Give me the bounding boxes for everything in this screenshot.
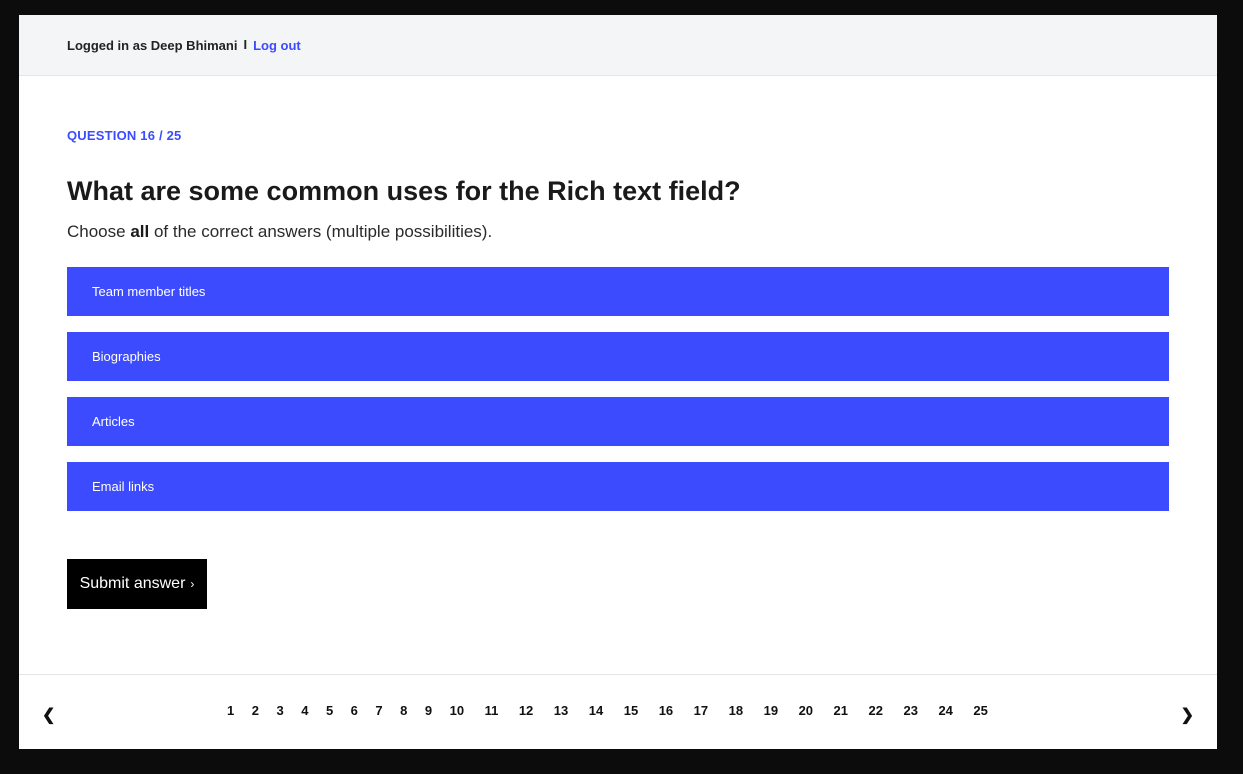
page-link[interactable]: 1 — [227, 703, 235, 718]
page-link[interactable]: 16 — [658, 703, 674, 718]
question-instruction: Choose all of the correct answers (multi… — [67, 222, 1169, 242]
submit-label: Submit answer — [79, 575, 186, 592]
question-content: QUESTION 16 / 25 What are some common us… — [19, 128, 1217, 609]
page-link[interactable]: 24 — [938, 703, 953, 718]
chevron-right-icon: › — [190, 577, 195, 591]
instruction-suffix: of the correct answers (multiple possibi… — [149, 222, 493, 241]
instruction-prefix: Choose — [67, 222, 131, 241]
page-link[interactable]: 14 — [588, 703, 604, 718]
page-link[interactable]: 8 — [400, 703, 408, 718]
page-link[interactable]: 12 — [518, 703, 534, 718]
question-counter: QUESTION 16 / 25 — [67, 128, 182, 143]
page-link[interactable]: 6 — [350, 703, 358, 718]
page-link[interactable]: 23 — [903, 703, 918, 718]
page-link[interactable]: 11 — [484, 703, 499, 718]
instruction-bold: all — [130, 222, 150, 241]
answer-options: Team member titles Biographies Articles … — [67, 267, 1169, 511]
page-link[interactable]: 22 — [868, 703, 883, 718]
prev-page-icon[interactable]: ❮ — [42, 707, 56, 724]
page-link[interactable]: 13 — [553, 703, 569, 718]
page-link[interactable]: 3 — [276, 703, 284, 718]
page-link[interactable]: 4 — [301, 703, 309, 718]
answer-option[interactable]: Articles — [67, 397, 1169, 446]
page-link[interactable]: 18 — [728, 703, 744, 718]
next-page-icon[interactable]: ❯ — [1180, 707, 1194, 724]
answer-option-label: Email links — [92, 479, 155, 494]
page-link[interactable]: 7 — [375, 703, 383, 718]
separator: I — [243, 36, 248, 52]
question-title: What are some common uses for the Rich t… — [67, 176, 741, 206]
answer-option[interactable]: Email links — [67, 462, 1169, 511]
page-link[interactable]: 15 — [623, 703, 639, 718]
answer-option-label: Articles — [92, 414, 135, 429]
page-link[interactable]: 2 — [251, 703, 259, 718]
page-link[interactable]: 10 — [449, 703, 465, 718]
page-link[interactable]: 21 — [833, 703, 849, 718]
answer-option-label: Biographies — [92, 349, 161, 364]
answer-option-label: Team member titles — [92, 284, 206, 299]
page-link[interactable]: 9 — [424, 703, 433, 718]
logged-in-text: Logged in as Deep Bhimani — [67, 37, 238, 53]
top-bar: Logged in as Deep Bhimani I Log out — [19, 15, 1217, 76]
answer-option[interactable]: Team member titles — [67, 267, 1169, 316]
answer-option[interactable]: Biographies — [67, 332, 1169, 381]
page-link[interactable]: 20 — [798, 703, 814, 718]
page-link[interactable]: 19 — [763, 703, 779, 718]
page-numbers: 1 2 3 4 5 6 7 8 9 10 11 12 13 14 15 16 17 18 19 20 21 22 23 24 2… — [227, 703, 1008, 718]
page-link[interactable]: 5 — [325, 703, 334, 718]
submit-answer-button[interactable]: Submit answer › — [67, 559, 207, 609]
logout-link[interactable]: Log out — [253, 37, 301, 53]
quiz-window: Logged in as Deep Bhimani I Log out QUES… — [19, 15, 1217, 749]
page-link[interactable]: 25 — [973, 703, 988, 718]
pagination-bar: ❮ 1 2 3 4 5 6 7 8 9 10 11 12 13 14 15 16 17 18 19 20 21 22 23 2… — [19, 674, 1217, 749]
page-link[interactable]: 17 — [693, 703, 709, 718]
